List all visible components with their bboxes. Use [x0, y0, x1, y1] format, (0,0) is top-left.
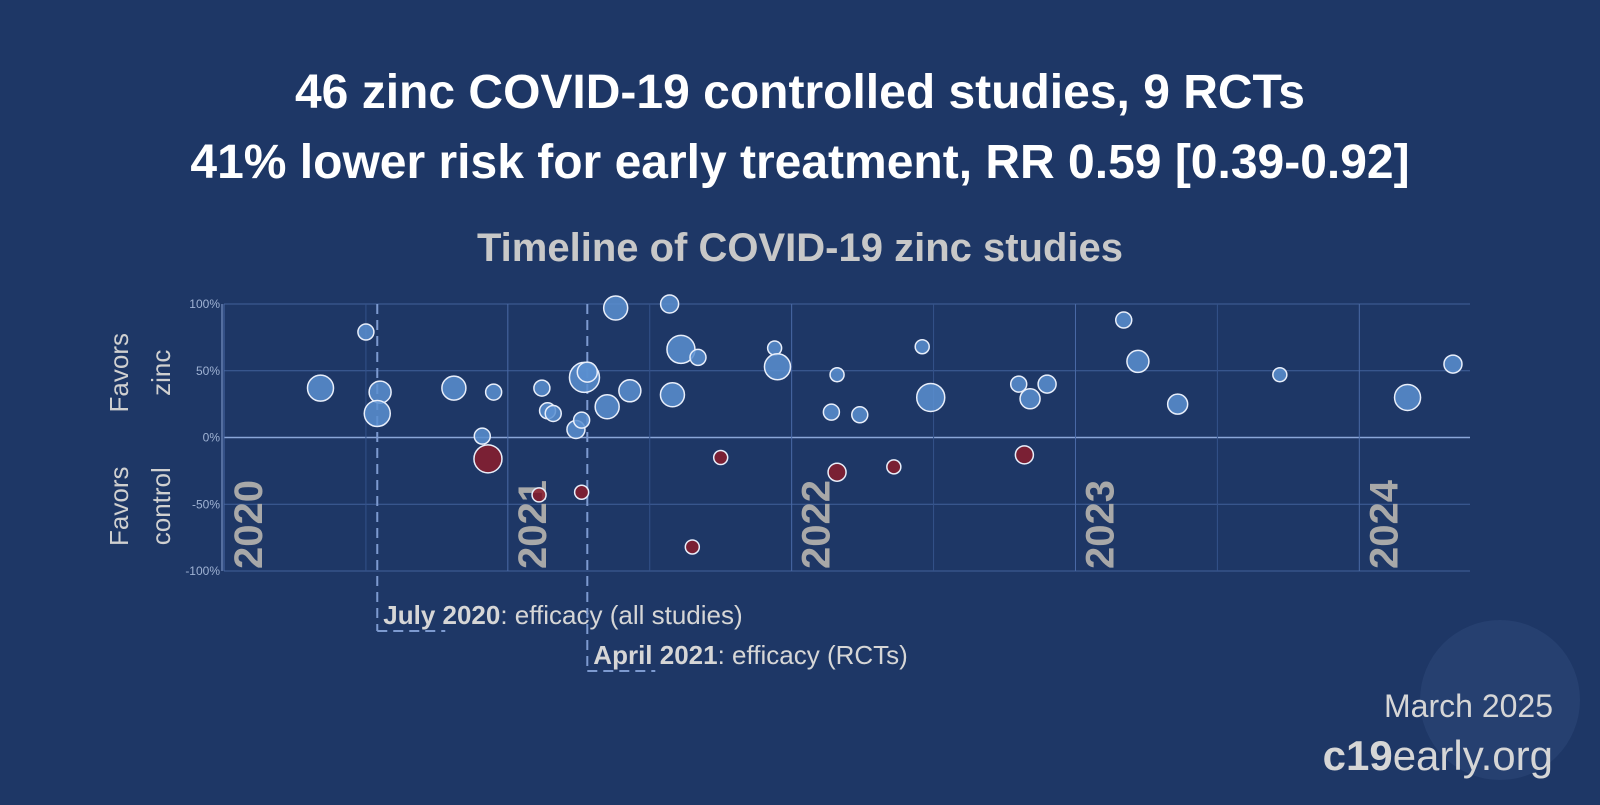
- x-tick-label: 2022: [795, 480, 839, 569]
- study-point: [1272, 367, 1288, 383]
- study-point: [357, 323, 375, 341]
- y-tick-label: -50%: [192, 497, 220, 511]
- brand-part: c19: [1323, 732, 1393, 779]
- title: 46 zinc COVID-19 controlled studies, 9 R…: [295, 66, 1305, 119]
- study-point: [914, 338, 930, 355]
- study-point: [851, 406, 869, 424]
- study-point: [363, 399, 392, 428]
- study-point: [822, 403, 841, 421]
- study-point: [1443, 354, 1463, 374]
- study-point: [689, 348, 707, 367]
- x-tick-label: 2023: [1078, 480, 1122, 569]
- annotation-text: : efficacy (all studies): [500, 600, 742, 630]
- virus-decoration: [1420, 620, 1580, 780]
- study-point: [659, 382, 686, 408]
- study-point: [473, 444, 503, 474]
- chart-title: Timeline of COVID-19 zinc studies: [477, 226, 1123, 270]
- study-point: [572, 411, 591, 429]
- y-axis-label: Favors: [104, 333, 134, 412]
- y-tick-label: 50%: [196, 364, 220, 378]
- study-point: [473, 427, 492, 445]
- annotation: April 2021: efficacy (RCTs): [593, 640, 908, 670]
- study-point: [712, 449, 729, 466]
- y-axis-label: zinc: [146, 350, 176, 396]
- study-point: [533, 379, 551, 397]
- study-point: [827, 462, 847, 482]
- study-point: [763, 352, 792, 381]
- title: 41% lower risk for early treatment, RR 0…: [190, 136, 1409, 189]
- study-point: [1019, 388, 1041, 410]
- y-tick-label: 100%: [189, 297, 220, 311]
- study-point: [1014, 445, 1035, 465]
- y-tick-label: -100%: [185, 564, 220, 578]
- annotation: July 2020: efficacy (all studies): [383, 600, 742, 630]
- y-axis-label: Favors: [104, 467, 134, 546]
- study-point: [531, 487, 547, 503]
- x-tick-label: 2024: [1362, 479, 1406, 569]
- y-axis-label: control: [146, 467, 176, 545]
- study-point: [544, 404, 562, 423]
- study-point: [684, 539, 701, 555]
- study-point: [594, 394, 620, 420]
- y-tick-label: 0%: [203, 431, 221, 445]
- study-point: [1114, 311, 1133, 329]
- study-point: [829, 367, 845, 383]
- annotation-date: April 2021: [593, 640, 717, 670]
- study-point: [766, 340, 783, 356]
- study-point: [1393, 383, 1422, 412]
- study-point: [659, 294, 680, 314]
- study-point: [484, 383, 503, 401]
- study-point: [1126, 349, 1150, 374]
- study-point: [1037, 374, 1057, 394]
- study-point: [886, 459, 902, 475]
- study-point: [915, 382, 946, 413]
- date: March 2025: [1384, 688, 1553, 724]
- study-point: [306, 374, 335, 402]
- study-point: [368, 380, 392, 404]
- study-point: [573, 484, 590, 500]
- study-point: [441, 375, 467, 401]
- study-point: [618, 379, 642, 403]
- annotation-text: : efficacy (RCTs): [718, 640, 908, 670]
- study-point: [602, 295, 629, 321]
- brand-part: early.org: [1393, 732, 1553, 779]
- study-point: [1166, 393, 1189, 415]
- x-tick-label: 2020: [227, 480, 271, 569]
- brand: c19early.org: [1323, 732, 1553, 779]
- study-point: [576, 361, 599, 383]
- annotation-date: July 2020: [383, 600, 500, 630]
- study-point: [1009, 375, 1028, 393]
